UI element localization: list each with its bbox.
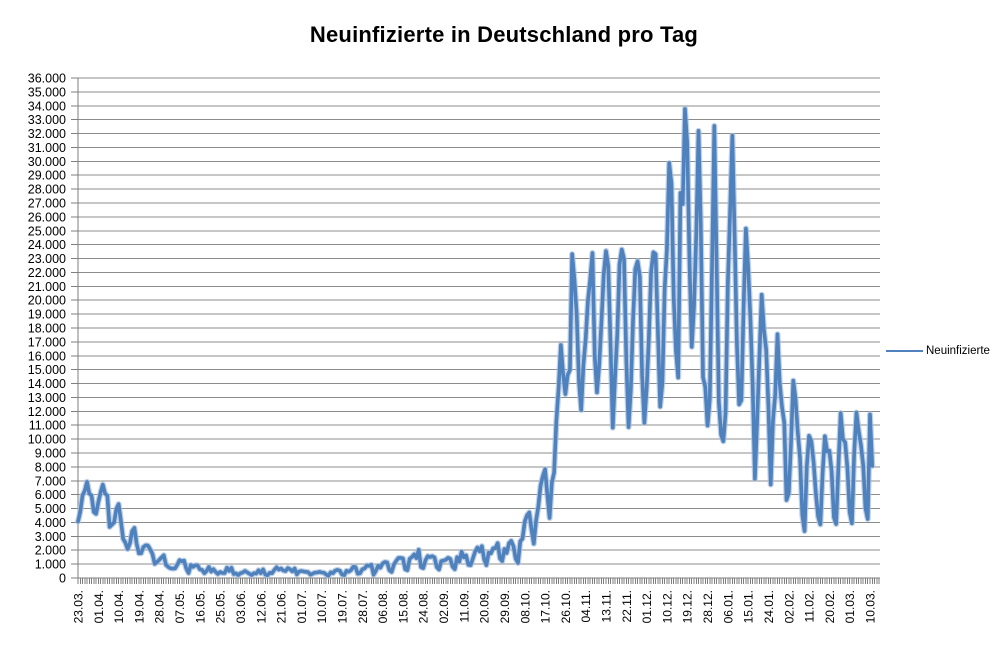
y-tick-label: 32.000 <box>28 127 66 141</box>
y-tick-label: 20.000 <box>28 294 66 308</box>
y-tick-label: 22.000 <box>28 266 66 280</box>
y-tick-label: 8.000 <box>35 460 66 474</box>
y-tick-label: 29.000 <box>28 169 66 183</box>
y-tick-label: 16.000 <box>28 349 66 363</box>
legend-label: Neuinfizierte <box>926 345 990 357</box>
y-tick-label: 25.000 <box>28 224 66 238</box>
x-tick-label: 19.12. <box>681 590 695 623</box>
x-tick-label: 01.12. <box>640 590 654 623</box>
y-tick-label: 34.000 <box>28 99 66 113</box>
y-tick-label: 19.000 <box>28 308 66 322</box>
x-tick-label: 01.04. <box>92 590 106 623</box>
x-tick-label: 26.10. <box>559 590 573 623</box>
y-axis-ticks <box>71 77 78 579</box>
x-tick-label: 23.03. <box>72 590 86 623</box>
x-tick-label: 25.05. <box>214 590 228 623</box>
legend: Neuinfizierte <box>886 345 990 357</box>
x-tick-label: 20.02. <box>823 590 837 623</box>
y-tick-label: 21.000 <box>28 280 66 294</box>
chart-title: Neuinfizierte in Deutschland pro Tag <box>309 22 699 47</box>
y-tick-label: 10.000 <box>28 433 66 447</box>
x-tick-label: 17.10. <box>539 590 553 623</box>
legend-line-sample <box>886 350 923 352</box>
y-tick-label: 18.000 <box>28 322 66 336</box>
x-tick-label: 12.06. <box>254 590 268 623</box>
x-tick-label: 04.11. <box>579 590 593 622</box>
x-tick-label: 29.09. <box>498 590 512 623</box>
y-tick-label: 0 <box>59 572 66 586</box>
x-tick-label: 28.04. <box>153 590 167 623</box>
x-tick-label: 02.09. <box>437 590 451 623</box>
x-tick-label: 06.08. <box>376 590 390 623</box>
y-tick-label: 17.000 <box>28 335 66 349</box>
x-tick-label: 10.04. <box>112 590 126 623</box>
y-tick-label: 26.000 <box>28 210 66 224</box>
y-tick-label: 15.000 <box>28 363 66 377</box>
y-tick-label: 14.000 <box>28 377 66 391</box>
x-tick-label: 01.03. <box>843 590 857 623</box>
y-tick-label: 6.000 <box>35 488 66 502</box>
y-tick-label: 33.000 <box>28 113 66 127</box>
x-tick-label: 06.01. <box>721 590 735 623</box>
x-tick-label: 20.09. <box>478 590 492 623</box>
x-tick-label: 03.06. <box>234 590 248 623</box>
x-tick-label: 10.07. <box>315 590 329 623</box>
axis-lines <box>77 78 880 579</box>
y-tick-label: 36.000 <box>28 72 66 86</box>
y-tick-label: 5.000 <box>35 502 66 516</box>
y-tick-label: 12.000 <box>28 405 66 419</box>
y-tick-label: 13.000 <box>28 391 66 405</box>
y-tick-label: 35.000 <box>28 85 66 99</box>
x-tick-label: 24.08. <box>417 590 431 623</box>
x-tick-label: 11.02. <box>803 590 817 622</box>
x-tick-label: 10.03. <box>864 590 878 623</box>
x-tick-label: 01.07. <box>295 590 309 623</box>
x-tick-label: 21.06. <box>275 590 289 623</box>
x-axis-labels: 23.03. 01.04. 10.04. 19.04. 28.04. 07.05. 16.0… <box>72 590 878 623</box>
x-tick-label: 15.01. <box>742 590 756 623</box>
x-tick-label: 28.07. <box>356 590 370 623</box>
x-tick-label: 15.08. <box>396 590 410 623</box>
x-tick-label: 16.05. <box>193 590 207 623</box>
x-tick-label: 02.02. <box>782 590 796 623</box>
series-line-neuinfizierte <box>76 107 875 578</box>
x-tick-label: 28.12. <box>701 590 715 623</box>
x-tick-label: 10.12. <box>660 590 674 623</box>
y-tick-label: 9.000 <box>35 447 66 461</box>
y-tick-label: 7.000 <box>35 474 66 488</box>
x-tick-label: 19.07. <box>336 590 350 623</box>
x-tick-label: 22.11. <box>620 590 634 622</box>
x-tick-label: 11.09. <box>457 590 471 622</box>
y-tick-label: 11.000 <box>29 419 66 433</box>
y-tick-label: 28.000 <box>28 183 66 197</box>
y-tick-label: 2.000 <box>35 544 66 558</box>
y-tick-label: 30.000 <box>28 155 66 169</box>
x-tick-label: 24.01. <box>762 590 776 623</box>
y-tick-label: 4.000 <box>35 516 66 530</box>
x-tick-label: 07.05. <box>173 590 187 623</box>
y-tick-label: 31.000 <box>28 141 66 155</box>
y-tick-label: 27.000 <box>28 197 66 211</box>
x-tick-label: 19.04. <box>132 590 146 623</box>
y-axis-labels: 01.0002.0003.0004.0005.0006.0007.0008.00… <box>28 72 66 586</box>
y-tick-label: 24.000 <box>28 238 66 252</box>
x-tick-label: 13.11. <box>600 590 614 622</box>
x-axis-ticks <box>77 578 880 584</box>
y-tick-label: 1.000 <box>35 558 66 572</box>
y-tick-label: 3.000 <box>35 530 66 544</box>
y-tick-label: 23.000 <box>28 252 66 266</box>
x-tick-label: 08.10. <box>518 590 532 623</box>
